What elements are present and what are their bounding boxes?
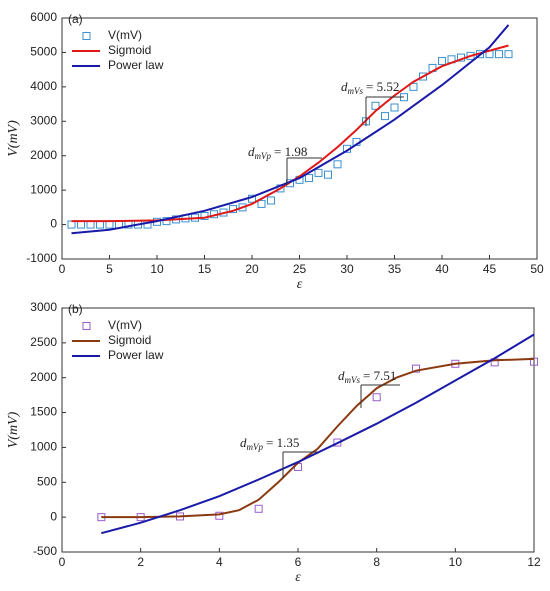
data-point [96, 220, 104, 229]
data-point [215, 511, 224, 520]
annotation: dmVp = 1.98 [248, 144, 307, 161]
y-tick-label: -500 [33, 544, 57, 558]
y-tick-label: 5000 [30, 45, 57, 59]
data-point [419, 72, 427, 81]
data-point [495, 50, 503, 59]
x-tick-label: 40 [435, 262, 449, 276]
x-tick-label: 5 [106, 262, 113, 276]
legend-label: Power law [108, 58, 164, 72]
annotation-subscript: mVs [345, 375, 361, 385]
x-tick-label: 2 [137, 555, 144, 569]
y-tick-label: 3000 [30, 300, 57, 314]
data-point [238, 203, 247, 212]
x-tick-label: 30 [340, 262, 354, 276]
y-axis-label: V(mV) [6, 411, 21, 448]
x-axis-label: ε [295, 570, 301, 585]
data-point [530, 357, 538, 366]
x-tick-label: 25 [293, 262, 307, 276]
y-tick-label: 1000 [30, 440, 57, 454]
y-tick-label: -1000 [26, 251, 57, 265]
legend-marker [82, 322, 91, 330]
y-tick-label: 1000 [30, 182, 57, 196]
x-tick-label: 45 [483, 262, 497, 276]
data-point [372, 393, 381, 402]
series-line [101, 333, 535, 535]
legend-label: V(mV) [108, 28, 142, 42]
annotation-subscript: mVs [348, 86, 364, 96]
x-tick-label: 6 [295, 555, 302, 569]
legend-label: Power law [108, 348, 164, 362]
data-point [67, 220, 76, 229]
y-tick-label: 0 [50, 217, 57, 231]
series-line [71, 44, 509, 223]
data-point [77, 220, 85, 229]
panel-label: (b) [68, 302, 83, 316]
x-tick-label: 20 [245, 262, 259, 276]
panel-label: (a) [68, 12, 83, 26]
x-tick-label: 10 [449, 555, 463, 569]
y-tick-label: 4000 [30, 79, 57, 93]
y-tick-label: 500 [37, 474, 57, 488]
data-point [257, 199, 266, 208]
x-tick-label: 15 [198, 262, 212, 276]
x-axis-label: ε [297, 277, 303, 292]
x-tick-label: 10 [150, 262, 164, 276]
x-tick-label: 8 [373, 555, 380, 569]
y-tick-label: 0 [50, 509, 57, 523]
series-line [71, 24, 510, 235]
annotation: dmVs = 7.51 [338, 368, 396, 385]
x-tick-label: 35 [388, 262, 402, 276]
data-point [105, 220, 114, 229]
annotation: dmVs = 5.52 [341, 79, 399, 96]
data-point [390, 103, 399, 112]
data-point [305, 174, 313, 183]
y-tick-label: 3000 [30, 113, 57, 127]
annotation-value: = 7.51 [363, 368, 396, 383]
data-point [162, 217, 171, 226]
data-point [314, 168, 323, 177]
legend-label: V(mV) [108, 318, 142, 332]
y-tick-label: 2000 [30, 370, 57, 384]
annotation-subscript: mVp [255, 151, 272, 161]
data-point [333, 160, 342, 169]
data-point [254, 504, 263, 513]
y-tick-label: 2500 [30, 335, 57, 349]
y-tick-label: 2000 [30, 148, 57, 162]
x-tick-label: 50 [530, 262, 544, 276]
x-tick-label: 4 [216, 555, 223, 569]
y-axis-label: V(mV) [6, 120, 21, 157]
data-point [381, 112, 389, 121]
annotation-symbol: d [338, 368, 345, 383]
data-point [86, 220, 95, 229]
data-point [267, 196, 275, 205]
data-point [438, 57, 446, 66]
x-tick-label: 12 [527, 555, 541, 569]
legend-marker [82, 32, 91, 40]
data-point [371, 101, 380, 110]
annotation-value: = 1.98 [274, 144, 307, 159]
legend-label: Sigmoid [108, 333, 151, 347]
data-point [409, 82, 418, 91]
data-point [412, 364, 420, 373]
series-line [101, 357, 535, 519]
legend-label: Sigmoid [108, 43, 151, 57]
x-tick-label: 0 [59, 262, 66, 276]
annotation-symbol: d [240, 435, 247, 450]
annotation-symbol: d [341, 79, 348, 94]
annotation-symbol: d [248, 144, 255, 159]
y-tick-label: 1500 [30, 405, 57, 419]
annotation-subscript: mVp [247, 442, 264, 452]
x-tick-label: 0 [59, 555, 66, 569]
annotation-value: = 1.35 [266, 435, 299, 450]
y-tick-label: 6000 [30, 10, 57, 24]
annotation-value: = 5.52 [366, 79, 399, 94]
annotation: dmVp = 1.35 [240, 435, 299, 452]
data-point [504, 50, 513, 59]
data-point [324, 170, 332, 179]
